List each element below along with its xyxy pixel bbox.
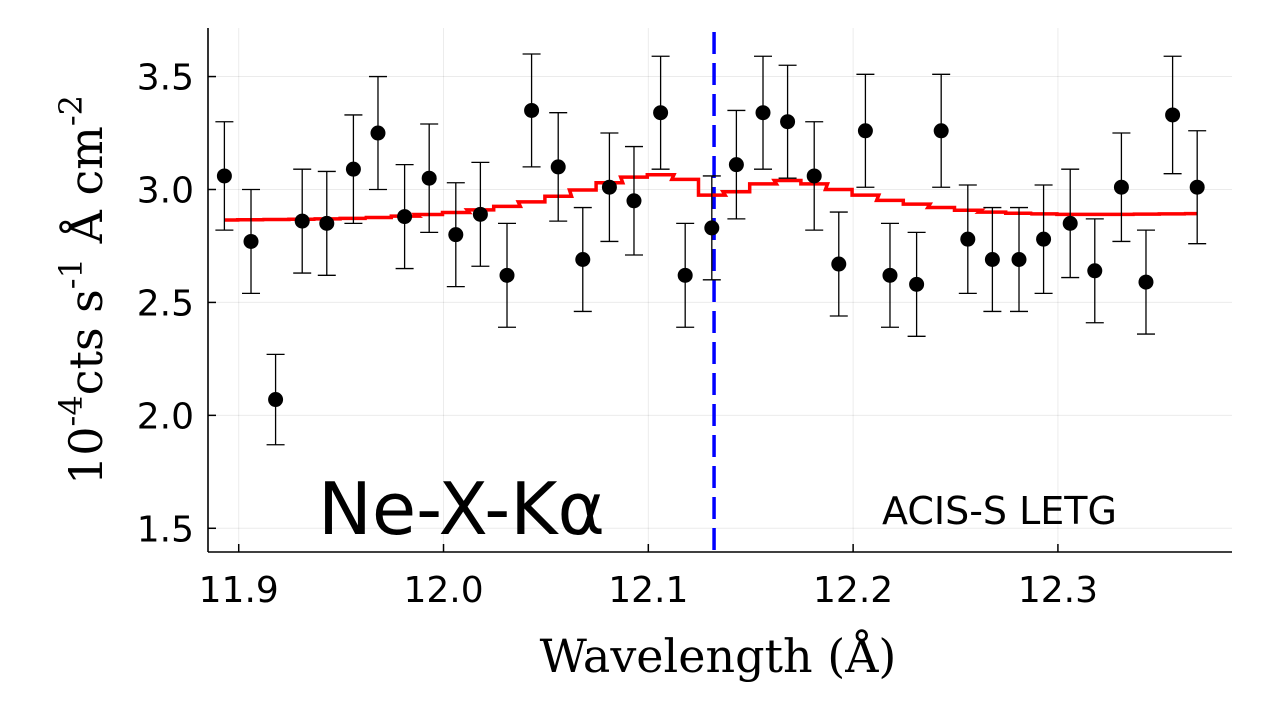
data-point — [677, 267, 693, 283]
data-point — [550, 159, 566, 175]
y-title-s-exp: -1 — [52, 258, 90, 289]
y-tick-label: 3.0 — [137, 170, 194, 211]
data-point — [984, 252, 1000, 268]
data-point — [780, 114, 796, 130]
axes — [207, 28, 1232, 553]
y-tick-label: 1.5 — [137, 509, 194, 550]
data-point — [831, 256, 847, 272]
data-point — [653, 105, 669, 121]
data-point — [216, 168, 232, 184]
data-point — [575, 252, 591, 268]
x-tick-label: 12.2 — [813, 570, 893, 611]
data-point — [626, 193, 642, 209]
y-title-angstrom: Å — [58, 209, 113, 244]
gridlines — [208, 28, 1232, 552]
data-point — [1165, 107, 1181, 123]
data-point — [755, 105, 771, 121]
model-group — [224, 173, 1198, 222]
y-title-cm-exp: -2 — [52, 95, 90, 126]
data-point — [397, 209, 413, 225]
data-point — [1113, 179, 1129, 195]
data-point — [268, 392, 284, 408]
x-axis-title: Wavelength (Å) — [540, 628, 897, 683]
y-tick-label: 3.5 — [137, 58, 194, 99]
data-point — [1036, 231, 1052, 247]
instrument-annotation: ACIS-S LETG — [882, 489, 1117, 533]
line-name-annotation: Ne-X-Kα — [318, 467, 605, 551]
data-point — [1189, 179, 1205, 195]
y-tick-labels: 1.5 2.0 2.5 3.0 3.5 — [137, 58, 194, 551]
data-point — [524, 102, 540, 118]
data-point — [806, 168, 822, 184]
y-title-power-exp: -4 — [52, 395, 90, 426]
y-axis-title: 10-4cts s-1 Å cm-2 — [52, 95, 113, 485]
x-tick-label: 12.1 — [608, 570, 688, 611]
data-point — [909, 276, 925, 292]
x-tick-labels: 11.9 12.0 12.1 12.2 12.3 — [199, 570, 1098, 611]
data-point — [1011, 252, 1027, 268]
data-point — [448, 227, 464, 243]
data-point — [1087, 263, 1103, 279]
data-points-group — [215, 53, 1207, 446]
data-point — [857, 123, 873, 139]
data-point — [704, 220, 720, 236]
y-title-power: 10 — [59, 426, 113, 485]
data-point — [370, 125, 386, 141]
x-tick-label: 12.3 — [1018, 570, 1098, 611]
data-point — [421, 170, 437, 186]
y-tick-label: 2.5 — [137, 283, 194, 324]
data-point — [1062, 215, 1078, 231]
data-point — [601, 179, 617, 195]
y-title-cm: cm — [59, 126, 113, 195]
data-point — [933, 123, 949, 139]
data-point — [882, 267, 898, 283]
data-point — [1138, 274, 1154, 290]
data-point — [960, 231, 976, 247]
x-tick-label: 12.0 — [403, 570, 483, 611]
x-tick-label: 11.9 — [199, 570, 279, 611]
data-point — [345, 161, 361, 177]
y-tick-label: 2.0 — [137, 396, 194, 437]
data-point — [728, 157, 744, 173]
data-point — [243, 233, 259, 249]
data-point — [472, 206, 488, 222]
data-point — [499, 267, 515, 283]
data-point — [319, 215, 335, 231]
model-step-line — [224, 173, 1198, 222]
svg-text:10-4cts s-1 Å cm-2: 10-4cts s-1 Å cm-2 — [52, 95, 113, 485]
y-title-units: cts s — [59, 289, 113, 395]
data-point — [294, 213, 310, 229]
